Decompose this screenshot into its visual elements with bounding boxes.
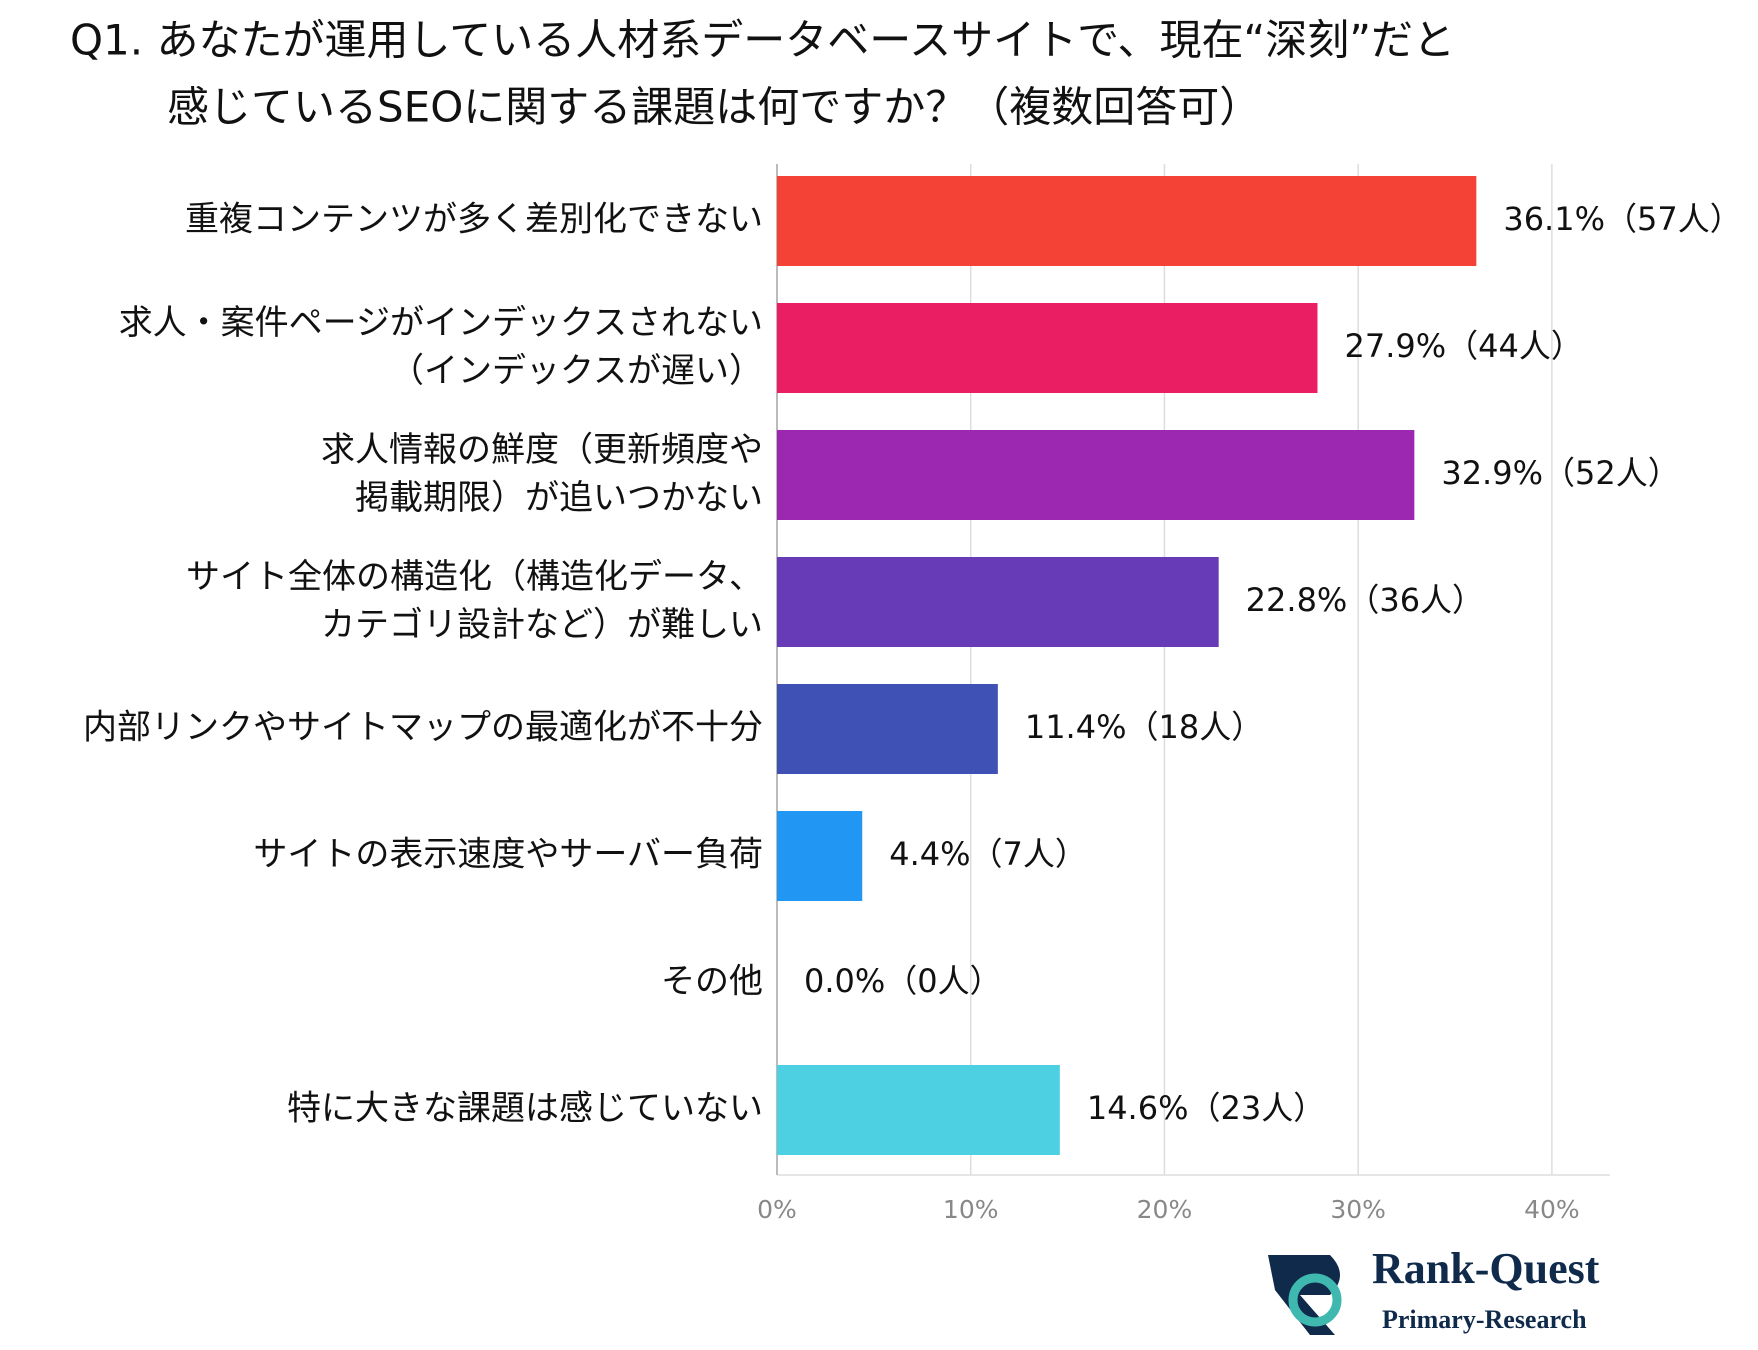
value-label: 27.9%（44人）: [1344, 327, 1582, 365]
bar: [777, 557, 1219, 647]
y-tick-label: サイト全体の構造化（構造化データ、カテゴリ設計など）が難しい: [186, 557, 763, 645]
y-tick-label: サイトの表示速度やサーバー負荷: [253, 835, 763, 875]
bar: [777, 176, 1477, 266]
value-label: 36.1%（57人）: [1503, 200, 1741, 238]
logo-name: Rank-Quest: [1372, 1244, 1600, 1293]
x-tick-label: 30%: [1330, 1195, 1386, 1224]
bar: [777, 1065, 1060, 1155]
value-label: 0.0%（0人）: [804, 962, 1002, 1000]
x-tick-label: 10%: [943, 1195, 999, 1224]
value-label: 22.8%（36人）: [1246, 581, 1484, 619]
x-tick-label: 0%: [757, 1195, 797, 1224]
x-tick-label: 40%: [1524, 1195, 1580, 1224]
bar: [777, 303, 1318, 393]
y-tick-label: 求人・案件ページがインデックスされない（インデックスが遅い）: [119, 303, 763, 391]
y-tick-label: その他: [661, 962, 763, 1002]
chart-title-line: Q1. あなたが運用している人材系データベースサイトで、現在“深刻”だと: [70, 16, 1455, 65]
logo-icon: [1288, 1273, 1342, 1327]
value-label: 11.4%（18人）: [1025, 708, 1263, 746]
y-tick-label: 求人情報の鮮度（更新頻度や掲載期限）が追いつかない: [321, 430, 763, 518]
y-tick-label: 内部リンクやサイトマップの最適化が不十分: [83, 708, 763, 748]
value-label: 14.6%（23人）: [1087, 1089, 1325, 1127]
bar: [777, 811, 863, 901]
logo-subtitle: Primary-Research: [1382, 1305, 1587, 1334]
chart-title-line: 感じているSEOに関する課題は何ですか？（複数回答可）: [167, 83, 1261, 132]
y-tick-label: 重複コンテンツが多く差別化できない: [185, 200, 763, 240]
bar: [777, 430, 1415, 520]
x-tick-label: 20%: [1137, 1195, 1193, 1224]
logo: Rank-Quest Primary-Research: [1268, 1244, 1600, 1335]
value-label: 32.9%（52人）: [1441, 454, 1679, 492]
value-label: 4.4%（7人）: [889, 835, 1087, 873]
y-tick-label: 特に大きな課題は感じていない: [287, 1089, 763, 1129]
bar: [777, 684, 998, 774]
